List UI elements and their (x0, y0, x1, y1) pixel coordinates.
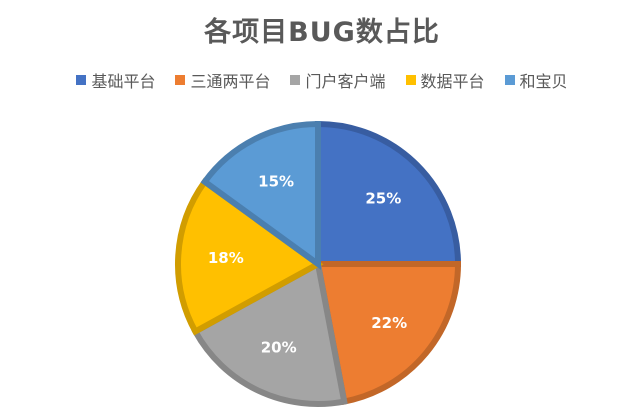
legend-label-0: 基础平台 (91, 72, 156, 91)
legend-swatch-0 (76, 75, 87, 85)
legend-swatch-1 (175, 75, 186, 85)
legend-item-4: 和宝贝 (504, 68, 568, 92)
pie-slice-1 (314, 261, 462, 406)
legend-swatch-4 (504, 75, 515, 85)
legend: 基础平台 三通两平台 门户客户端 数据平台 和宝贝 (0, 68, 644, 92)
legend-item-3: 数据平台 (405, 68, 485, 92)
legend-label-3: 数据平台 (420, 72, 485, 91)
pie-slice-2 (191, 259, 348, 407)
legend-swatch-2 (290, 75, 301, 85)
legend-label-4: 和宝贝 (519, 72, 568, 91)
legend-label-2: 门户客户端 (305, 72, 386, 91)
legend-item-0: 基础平台 (76, 68, 155, 92)
pie-slice-3 (175, 177, 324, 336)
slice-label-0: 25% (365, 190, 401, 208)
slice-label-2: 20% (261, 339, 297, 357)
legend-label-1: 三通两平台 (190, 72, 271, 91)
chart-title: 各项目BUG数占比 (204, 17, 440, 48)
legend-swatch-3 (405, 75, 416, 85)
pie-slice-0 (315, 120, 462, 267)
legend-item-2: 门户客户端 (290, 68, 386, 92)
legend-item-1: 三通两平台 (175, 68, 270, 92)
slice-label-1: 22% (371, 314, 407, 332)
slice-label-3: 18% (208, 249, 244, 267)
slice-label-4: 15% (258, 173, 294, 191)
pie-slice-4 (200, 120, 321, 270)
